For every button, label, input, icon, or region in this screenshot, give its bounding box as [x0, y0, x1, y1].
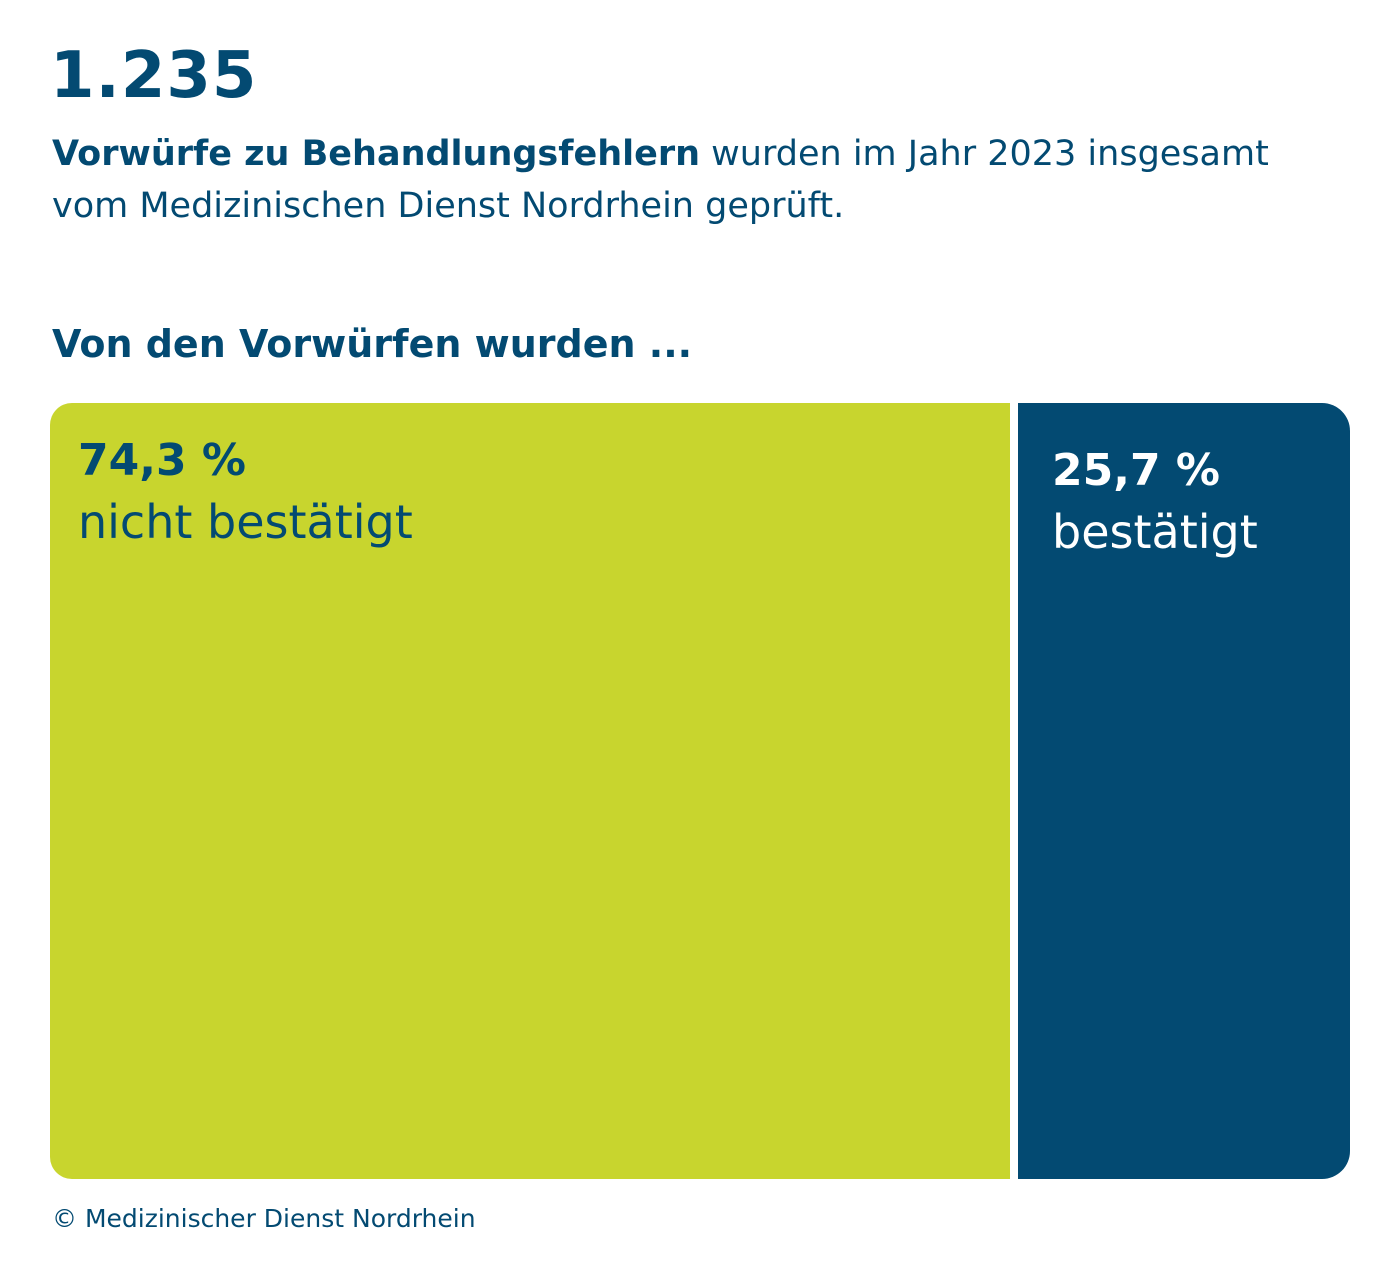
copyright-notice: © Medizinischer Dienst Nordrhein [52, 1204, 476, 1233]
total-count: 1.235 [50, 39, 258, 113]
segment-value-label: 74,3 % [78, 435, 246, 486]
intro-text: Vorwürfe zu Behandlungsfehlern wurden im… [52, 128, 1352, 232]
segment-category-label: nicht bestätigt [78, 495, 413, 549]
section-heading: Von den Vorwürfen wurden ... [52, 322, 693, 366]
segment-bestätigt: 25,7 % bestätigt [1018, 403, 1350, 1179]
intro-rest: wurden im Jahr 2023 insgesamt vom Medizi… [52, 134, 1269, 226]
segment-nicht-bestätigt: 74,3 % nicht bestätigt [50, 403, 1010, 1179]
segment-category-label: bestätigt [1052, 505, 1258, 559]
intro-bold: Vorwürfe zu Behandlungsfehlern [52, 134, 701, 174]
segment-value-label: 25,7 % [1052, 445, 1220, 496]
proportion-chart: 74,3 % nicht bestätigt 25,7 % bestätigt [50, 403, 1350, 1179]
